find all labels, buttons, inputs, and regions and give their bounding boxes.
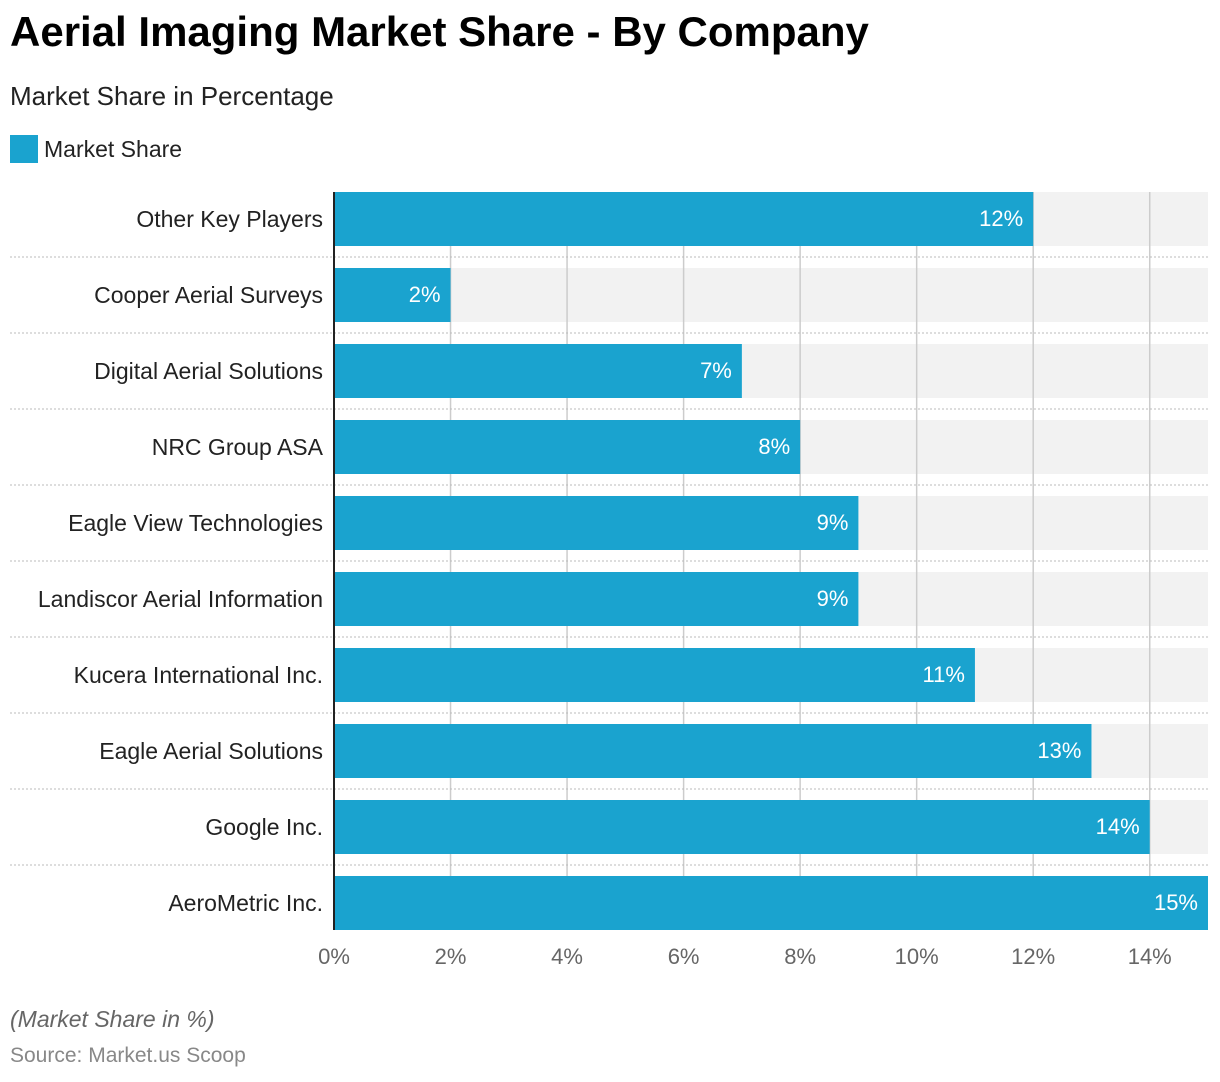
data-label: 9%: [817, 510, 849, 535]
bar-track: [334, 268, 1208, 322]
category-label: Eagle View Technologies: [68, 510, 323, 536]
category-label: Cooper Aerial Surveys: [94, 282, 323, 308]
x-tick-label: 4%: [551, 944, 583, 969]
category-label: Digital Aerial Solutions: [94, 358, 323, 384]
data-label: 14%: [1096, 814, 1140, 839]
x-tick-label: 8%: [784, 944, 816, 969]
bar: [334, 344, 742, 398]
data-label: 7%: [700, 358, 732, 383]
legend: Market Share: [10, 135, 182, 163]
bar: [334, 800, 1150, 854]
legend-swatch: [10, 135, 38, 163]
bar: [334, 648, 975, 702]
x-tick-label: 14%: [1128, 944, 1172, 969]
data-label: 11%: [923, 662, 965, 687]
bar: [334, 192, 1034, 246]
x-tick-label: 6%: [668, 944, 700, 969]
bar: [334, 268, 451, 322]
chart-title: Aerial Imaging Market Share - By Company: [10, 8, 869, 55]
data-label: 15%: [1154, 890, 1198, 915]
footnote: (Market Share in %): [10, 1006, 215, 1032]
category-label: AeroMetric Inc.: [168, 890, 323, 916]
bar: [334, 876, 1208, 930]
category-label: Eagle Aerial Solutions: [99, 738, 323, 764]
data-label: 9%: [817, 586, 849, 611]
bar: [334, 496, 859, 550]
legend-label: Market Share: [44, 135, 183, 162]
data-label: 8%: [758, 434, 790, 459]
chart-subtitle: Market Share in Percentage: [10, 81, 334, 111]
category-label: Google Inc.: [205, 814, 323, 840]
data-label: 2%: [409, 282, 441, 307]
category-label: Kucera International Inc.: [74, 662, 323, 688]
category-label: Landiscor Aerial Information: [38, 586, 323, 612]
bar: [334, 724, 1092, 778]
x-tick-label: 12%: [1011, 944, 1055, 969]
x-tick-label: 2%: [435, 944, 467, 969]
x-tick-label: 0%: [318, 944, 350, 969]
category-label: Other Key Players: [136, 206, 323, 232]
bar: [334, 420, 801, 474]
data-label: 12%: [979, 206, 1023, 231]
bar: [334, 572, 859, 626]
source-text: Source: Market.us Scoop: [10, 1044, 246, 1067]
data-label: 13%: [1037, 738, 1081, 763]
x-tick-label: 10%: [895, 944, 939, 969]
bar-chart: Other Key Players 12% Cooper Aerial Survey…: [10, 192, 1208, 969]
category-label: NRC Group ASA: [152, 434, 324, 460]
